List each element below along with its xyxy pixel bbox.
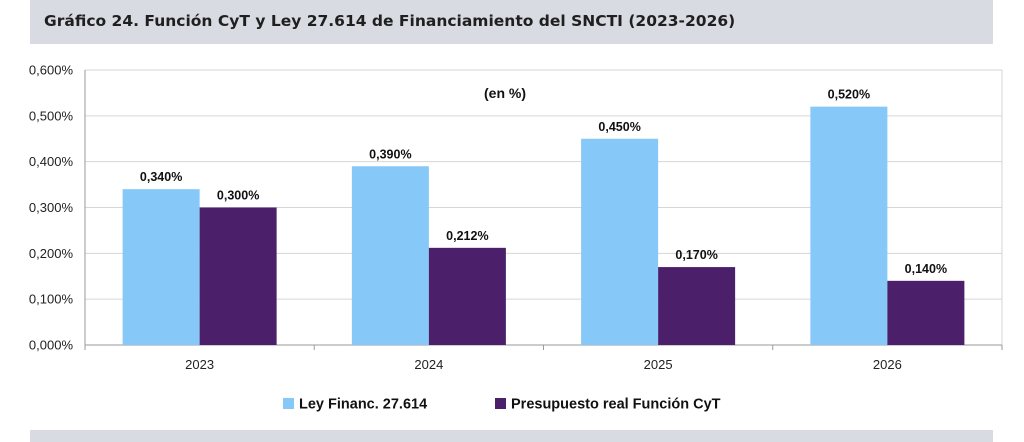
data-label: 0,390%: [369, 147, 411, 161]
data-label: 0,170%: [675, 248, 717, 262]
data-label: 0,340%: [140, 170, 182, 184]
bar: [351, 166, 429, 345]
legend: Ley Financ. 27.614 Presupuesto real Funci…: [283, 397, 721, 413]
legend-swatch: [495, 398, 506, 409]
bar: [581, 138, 659, 345]
x-tick-label: 2024: [414, 357, 443, 372]
data-label: 0,300%: [217, 189, 259, 203]
bottom-bar: [30, 430, 993, 442]
bar: [810, 106, 888, 346]
title-bar: Gráfico 24. Función CyT y Ley 27.614 de …: [30, 0, 993, 44]
legend-label: Presupuesto real Función CyT: [511, 397, 721, 413]
legend-swatch: [283, 398, 294, 409]
y-axis-ticks: 0,000% 0,100% 0,200% 0,300% 0,400% 0,500% 0,60…: [29, 63, 74, 353]
bar: [199, 207, 277, 345]
data-label: 0,520%: [828, 88, 870, 102]
bar: [887, 280, 965, 345]
data-label: 0,212%: [446, 229, 488, 243]
units-note: (en %): [484, 85, 526, 101]
data-label: 0,450%: [598, 120, 640, 134]
bar: [658, 267, 736, 345]
y-tick-label: 0,200%: [29, 246, 74, 261]
y-tick-label: 0,600%: [29, 63, 74, 78]
bar: [428, 247, 506, 345]
y-tick-label: 0,000%: [29, 338, 74, 353]
bar: [122, 189, 200, 345]
y-tick-label: 0,100%: [29, 292, 74, 307]
bar-chart: 0,000% 0,100% 0,200% 0,300% 0,400% 0,500% 0,60…: [29, 63, 1003, 413]
y-tick-label: 0,300%: [29, 200, 74, 215]
x-tick-label: 2026: [873, 357, 902, 372]
y-tick-label: 0,500%: [29, 108, 74, 123]
chart-title: Gráfico 24. Función CyT y Ley 27.614 de …: [44, 12, 736, 30]
data-labels: 0,340% 0,300% 0,390% 0,212% 0,450% 0,170% 0,52…: [140, 88, 947, 276]
data-label: 0,140%: [905, 262, 947, 276]
x-tick-label: 2023: [185, 357, 214, 372]
x-tick-label: 2025: [644, 357, 673, 372]
x-axis-ticks: 2023 2024 2025 2026: [185, 357, 902, 372]
legend-label: Ley Financ. 27.614: [299, 397, 427, 413]
bars: [122, 106, 965, 346]
y-tick-label: 0,400%: [29, 154, 74, 169]
